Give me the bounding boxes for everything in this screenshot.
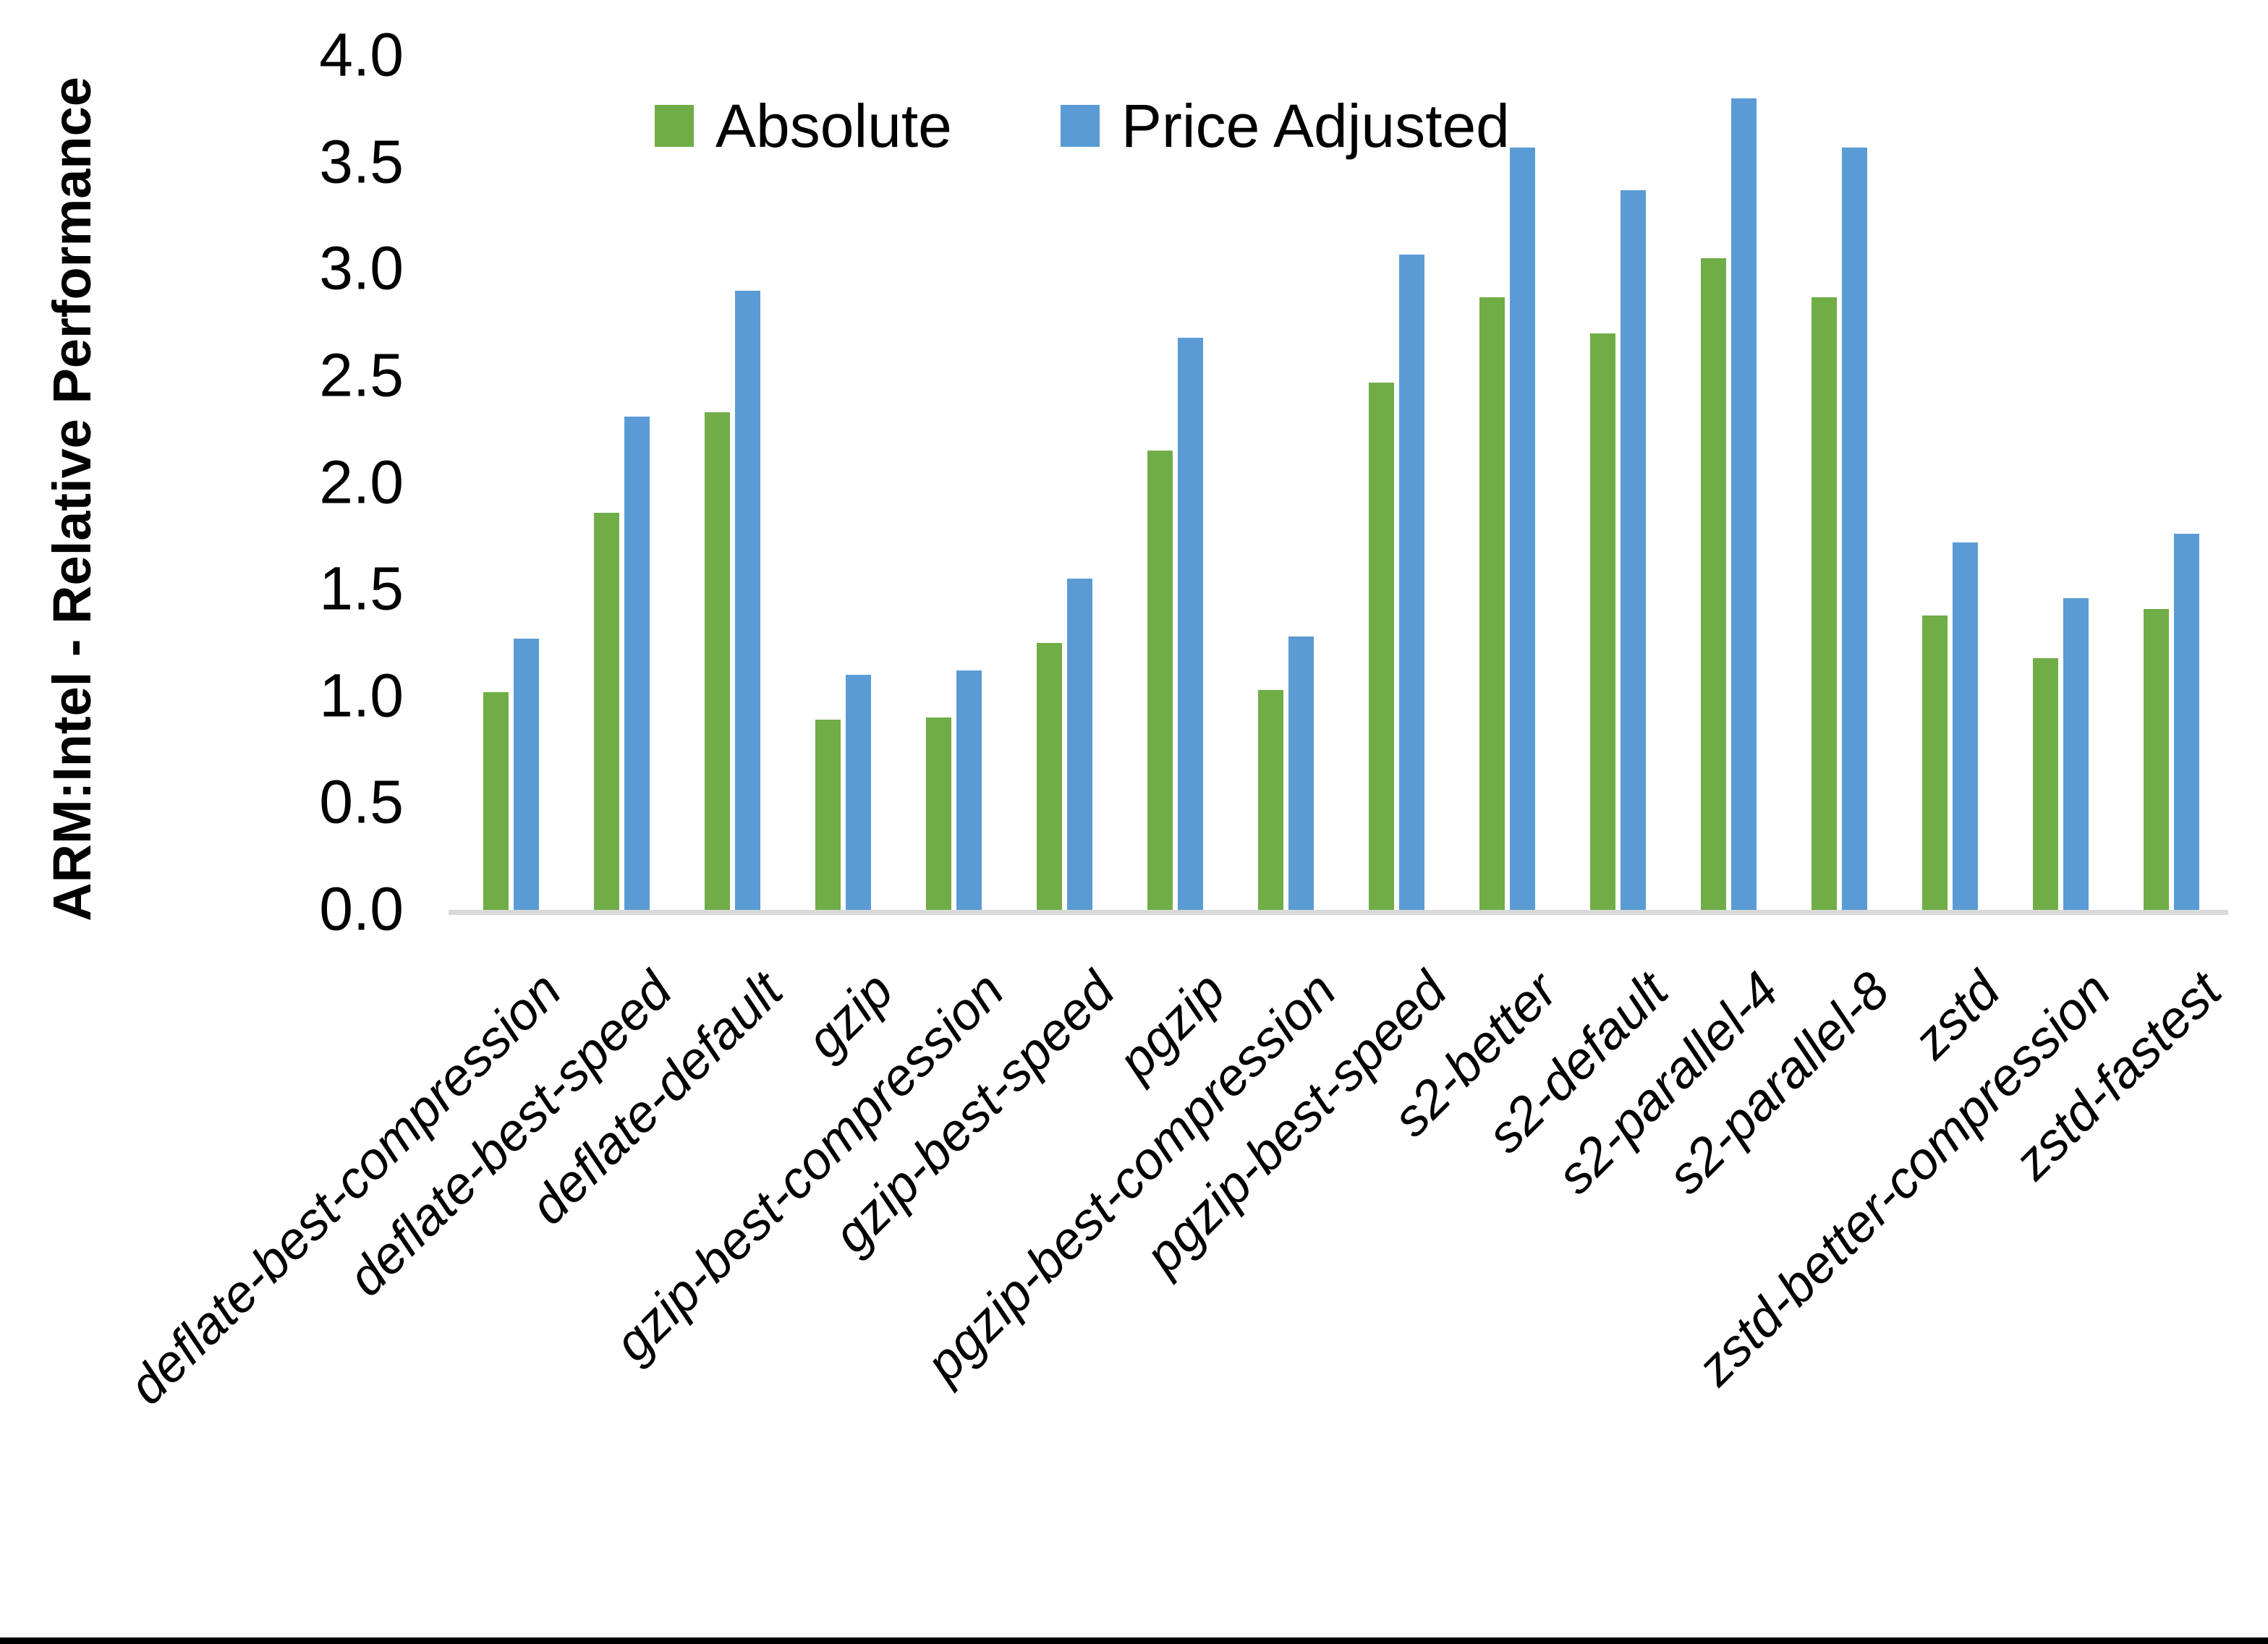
y-tick-3.5: 3.5 — [319, 127, 404, 195]
bar-price-adjusted-s2-parallel-8 — [1842, 147, 1867, 910]
y-tick-1.0: 1.0 — [319, 661, 404, 730]
bar-absolute-gzip-best-speed — [1037, 642, 1062, 910]
legend-swatch-absolute — [655, 105, 694, 147]
legend-item-price-adjusted: Price Adjusted — [1060, 92, 1510, 160]
x-label-deflate-best-compression: deflate-best-compression — [117, 961, 572, 1416]
legend: Absolute Price Adjusted — [655, 95, 1510, 156]
bar-absolute-gzip-best-compression — [926, 717, 951, 910]
bar-price-adjusted-gzip — [846, 675, 871, 910]
bar-price-adjusted-s2-default — [1621, 190, 1646, 910]
y-tick-4.0: 4.0 — [319, 20, 404, 89]
bar-absolute-s2-parallel-4 — [1701, 258, 1726, 910]
bar-price-adjusted-gzip-best-speed — [1067, 579, 1092, 910]
bar-absolute-zstd — [1922, 615, 1948, 910]
bar-absolute-deflate-best-compression — [483, 691, 509, 910]
bar-price-adjusted-zstd-better-compression — [2063, 597, 2089, 910]
bar-price-adjusted-pgzip-best-compression — [1288, 636, 1314, 910]
bar-price-adjusted-gzip-best-compression — [956, 670, 982, 910]
bar-price-adjusted-deflate-default — [735, 290, 760, 910]
bar-absolute-s2-default — [1590, 333, 1615, 910]
bar-absolute-deflate-best-speed — [594, 512, 619, 910]
bar-absolute-gzip — [815, 720, 841, 910]
y-axis-title: ARM:Intel - Relative Performance — [42, 77, 102, 921]
y-tick-3.0: 3.0 — [319, 234, 404, 302]
legend-item-absolute: Absolute — [655, 95, 952, 156]
bar-price-adjusted-zstd-fastest — [2174, 534, 2199, 910]
bar-absolute-pgzip — [1147, 451, 1173, 910]
bar-absolute-deflate-default — [705, 412, 730, 910]
bar-absolute-zstd-better-compression — [2033, 657, 2058, 910]
bar-absolute-pgzip-best-compression — [1258, 689, 1283, 910]
bar-price-adjusted-deflate-best-speed — [624, 416, 650, 910]
y-tick-2.5: 2.5 — [319, 341, 404, 409]
bar-absolute-s2-better — [1479, 297, 1505, 910]
legend-label-price-adjusted: Price Adjusted — [1121, 92, 1510, 160]
bar-absolute-zstd-fastest — [2144, 608, 2169, 910]
x-axis-line — [449, 910, 2228, 915]
bar-price-adjusted-pgzip-best-speed — [1399, 254, 1424, 910]
bar-price-adjusted-s2-parallel-4 — [1731, 98, 1757, 910]
bar-absolute-s2-parallel-8 — [1812, 297, 1837, 910]
legend-label-absolute: Absolute — [715, 92, 952, 160]
bottom-border — [0, 1637, 2268, 1644]
y-tick-1.5: 1.5 — [319, 554, 404, 623]
bar-price-adjusted-zstd — [1953, 542, 1978, 910]
y-tick-0.0: 0.0 — [319, 874, 404, 943]
bar-absolute-pgzip-best-speed — [1369, 382, 1394, 910]
bar-price-adjusted-s2-better — [1510, 147, 1535, 910]
y-tick-0.5: 0.5 — [319, 767, 404, 836]
bar-price-adjusted-pgzip — [1178, 337, 1203, 910]
bar-price-adjusted-deflate-best-compression — [514, 639, 539, 910]
y-tick-2.0: 2.0 — [319, 447, 404, 516]
legend-swatch-price-adjusted — [1060, 105, 1100, 147]
